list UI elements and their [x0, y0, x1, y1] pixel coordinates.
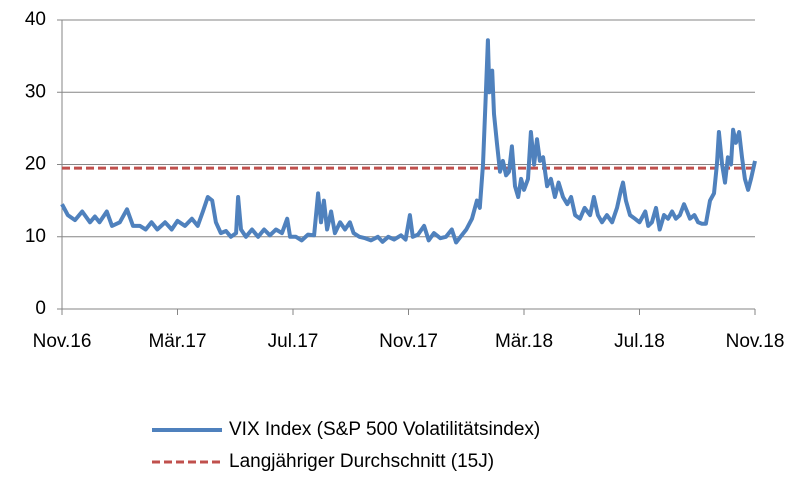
legend-label: Langjähriger Durchschnitt (15J): [229, 451, 494, 472]
y-tick-label: 30: [25, 81, 46, 102]
y-tick-label: 40: [25, 9, 46, 30]
x-tick-label: Nov.17: [379, 331, 438, 352]
x-tick-label: Mär.17: [148, 331, 206, 352]
legend-label: VIX Index (S&P 500 Volatilitätsindex): [229, 419, 540, 440]
x-tick-label: Jul.17: [268, 331, 319, 352]
x-tick-label: Jul.18: [614, 331, 665, 352]
y-tick-label: 20: [25, 154, 46, 175]
series-line: [60, 38, 757, 245]
x-tick-label: Mär.18: [495, 331, 553, 352]
y-tick-label: 0: [35, 298, 46, 319]
x-tick-label: Nov.18: [726, 331, 785, 352]
x-tick-label: Nov.16: [33, 331, 92, 352]
y-tick-label: 10: [25, 226, 46, 247]
